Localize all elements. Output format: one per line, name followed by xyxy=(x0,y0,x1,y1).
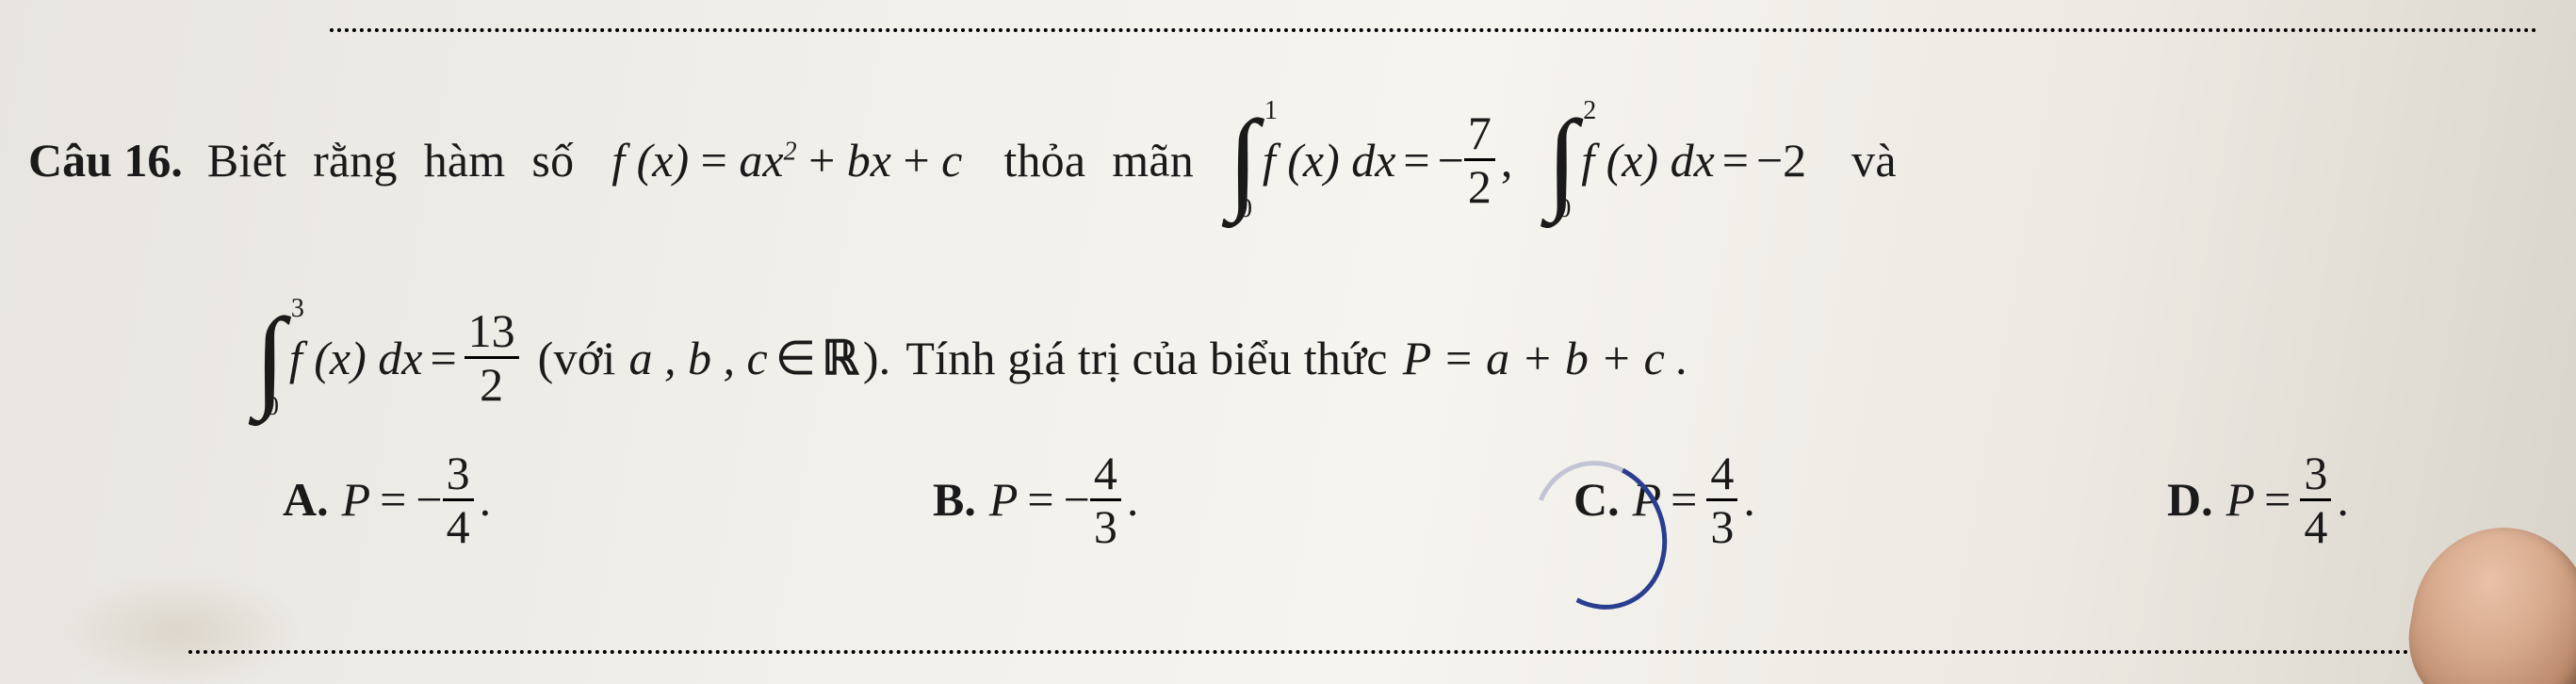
integral-icon: 3 ∫ 0 xyxy=(254,300,285,415)
comma: , xyxy=(1501,133,1513,187)
integral-3: 3 ∫ 0 f (x) dx = 13 2 xyxy=(254,300,519,415)
bottom-dotted-rule xyxy=(188,650,2538,654)
lead-word: hàm xyxy=(424,133,506,187)
lead-word: rằng xyxy=(313,133,398,187)
element-of-icon: ∈ xyxy=(775,331,817,385)
top-dotted-rule xyxy=(330,28,2538,32)
question-number: Câu 16. xyxy=(28,133,183,187)
satisfy-word: thỏa xyxy=(1003,133,1085,187)
integral-1: 1 ∫ 0 f (x) dx = − 7 2 , xyxy=(1228,102,1512,218)
vars: a , b , c xyxy=(628,331,767,385)
with-close: ). xyxy=(863,331,891,385)
thumb-photo xyxy=(2397,513,2576,684)
fraction: 3 4 xyxy=(443,449,474,550)
integral-icon: 2 ∫ 0 xyxy=(1546,102,1577,218)
option-b[interactable]: B. P = − 4 3 . xyxy=(933,449,1138,550)
fraction: 7 2 xyxy=(1464,109,1495,210)
with-open: (với xyxy=(538,331,616,385)
question-line-1: Câu 16. Biết rằng hàm số f (x) = ax2 + b… xyxy=(28,102,1897,218)
option-a[interactable]: A. P = − 3 4 . xyxy=(283,449,491,550)
real-set: ℝ xyxy=(822,331,859,385)
and-word: và xyxy=(1851,133,1897,187)
fraction: 4 3 xyxy=(1706,449,1737,550)
fraction: 3 4 xyxy=(2300,449,2331,550)
integral-icon: 1 ∫ 0 xyxy=(1228,102,1259,218)
lead-word: Biết xyxy=(207,133,286,187)
lead-word: số xyxy=(531,133,574,187)
satisfy-word: mãn xyxy=(1112,133,1194,187)
fraction: 13 2 xyxy=(465,307,519,408)
ask-text: Tính giá trị của biểu thức xyxy=(905,331,1387,385)
exam-page: Câu 16. Biết rằng hàm số f (x) = ax2 + b… xyxy=(0,0,2576,684)
integral-2: 2 ∫ 0 f (x) dx = −2 xyxy=(1546,102,1806,218)
question-line-2: 3 ∫ 0 f (x) dx = 13 2 (với a , b , c ∈ ℝ… xyxy=(254,300,1688,415)
fraction: 4 3 xyxy=(1090,449,1121,550)
option-d[interactable]: D. P = 3 4 . xyxy=(2167,449,2349,550)
function-def: f (x) = ax2 + bx + c xyxy=(611,133,962,187)
p-def: P = a + b + c . xyxy=(1403,331,1688,385)
print-blur xyxy=(57,575,302,684)
